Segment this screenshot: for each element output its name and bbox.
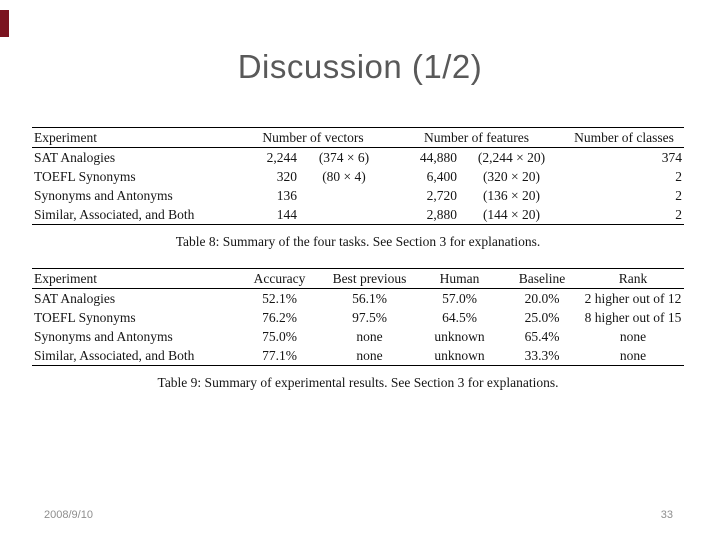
table9-header-row: Experiment Accuracy Best previous Human … bbox=[32, 268, 684, 289]
cell-vectors-detail bbox=[299, 186, 389, 205]
cell-experiment: Synonyms and Antonyms bbox=[34, 187, 173, 203]
cell-human: unknown bbox=[434, 347, 485, 363]
cell-features-detail: (2,244 × 20) bbox=[477, 149, 546, 165]
cell-vectors: 144 bbox=[276, 206, 297, 222]
cell-best-previous: 56.1% bbox=[352, 290, 387, 306]
cell-human: 57.0% bbox=[442, 290, 477, 306]
cell-vectors: 320 bbox=[276, 168, 297, 184]
table9-header-baseline: Baseline bbox=[518, 270, 566, 286]
cell-features-detail: (144 × 20) bbox=[482, 206, 541, 222]
cell-rank: 2 higher out of 12 bbox=[584, 290, 682, 306]
cell-features-detail: (136 × 20) bbox=[482, 187, 541, 203]
cell-experiment: TOEFL Synonyms bbox=[34, 309, 136, 325]
table-9: Experiment Accuracy Best previous Human … bbox=[32, 268, 684, 366]
table-row: TOEFL Synonyms 76.2% 97.5% 64.5% 25.0% 8… bbox=[32, 308, 684, 327]
cell-baseline: 20.0% bbox=[524, 290, 560, 306]
cell-rank: 8 higher out of 15 bbox=[584, 309, 682, 325]
footer-page-number: 33 bbox=[660, 509, 673, 521]
tables-region: Experiment Number of vectors Number of f… bbox=[32, 127, 684, 409]
table-row: Synonyms and Antonyms 75.0% none unknown… bbox=[32, 327, 684, 346]
cell-experiment: Synonyms and Antonyms bbox=[34, 328, 173, 344]
cell-best-previous: 97.5% bbox=[352, 309, 387, 325]
table9-header-experiment: Experiment bbox=[34, 270, 97, 286]
table9-header-accuracy: Accuracy bbox=[253, 270, 306, 286]
table8-header-classes: Number of classes bbox=[574, 129, 674, 145]
table-row: TOEFL Synonyms 320 (80 × 4) 6,400 (320 ×… bbox=[32, 167, 684, 186]
cell-experiment: SAT Analogies bbox=[34, 149, 116, 165]
cell-rank: none bbox=[619, 347, 647, 363]
cell-baseline: 65.4% bbox=[524, 328, 560, 344]
cell-vectors-detail: (80 × 4) bbox=[322, 168, 366, 184]
table-row: SAT Analogies 2,244 (374 × 6) 44,880 (2,… bbox=[32, 148, 684, 168]
cell-vectors: 2,244 bbox=[266, 149, 297, 165]
cell-rank: none bbox=[619, 328, 647, 344]
slide-title: Discussion (1/2) bbox=[237, 48, 483, 85]
table8-header-vectors: Number of vectors bbox=[262, 129, 364, 145]
cell-classes: 2 bbox=[675, 168, 682, 184]
table-row: Similar, Associated, and Both 77.1% none… bbox=[32, 346, 684, 366]
cell-human: 64.5% bbox=[442, 309, 477, 325]
cell-classes: 2 bbox=[675, 206, 682, 222]
cell-accuracy: 75.0% bbox=[262, 328, 297, 344]
cell-human: unknown bbox=[434, 328, 485, 344]
footer-date: 2008/9/10 bbox=[44, 509, 93, 521]
table8-header-features: Number of features bbox=[424, 129, 529, 145]
cell-accuracy: 77.1% bbox=[262, 347, 297, 363]
table-row: SAT Analogies 52.1% 56.1% 57.0% 20.0% 2 … bbox=[32, 289, 684, 309]
cell-features: 6,400 bbox=[426, 168, 457, 184]
table-row: Similar, Associated, and Both 144 2,880 … bbox=[32, 205, 684, 225]
cell-vectors-detail: (374 × 6) bbox=[318, 149, 370, 165]
cell-features: 44,880 bbox=[419, 149, 457, 165]
cell-accuracy: 52.1% bbox=[262, 290, 297, 306]
cell-features-detail: (320 × 20) bbox=[482, 168, 541, 184]
cell-classes: 2 bbox=[675, 187, 682, 203]
cell-classes: 374 bbox=[661, 149, 682, 165]
cell-baseline: 33.3% bbox=[524, 347, 560, 363]
cell-vectors: 136 bbox=[276, 187, 297, 203]
table-8: Experiment Number of vectors Number of f… bbox=[32, 127, 684, 225]
table-row: Synonyms and Antonyms 136 2,720 (136 × 2… bbox=[32, 186, 684, 205]
table9-header-rank: Rank bbox=[618, 270, 648, 286]
cell-accuracy: 76.2% bbox=[262, 309, 297, 325]
cell-features: 2,880 bbox=[426, 206, 457, 222]
cell-experiment: SAT Analogies bbox=[34, 290, 116, 306]
cell-experiment: TOEFL Synonyms bbox=[34, 168, 136, 184]
table8-header-experiment: Experiment bbox=[34, 129, 97, 145]
cell-features: 2,720 bbox=[426, 187, 457, 203]
table9-caption: Table 9: Summary of experimental results… bbox=[157, 375, 559, 390]
cell-baseline: 25.0% bbox=[524, 309, 560, 325]
table8-caption: Table 8: Summary of the four tasks. See … bbox=[175, 234, 541, 249]
cell-best-previous: none bbox=[356, 347, 383, 363]
cell-vectors-detail bbox=[299, 205, 389, 225]
cell-best-previous: none bbox=[356, 328, 383, 344]
table8-header-row: Experiment Number of vectors Number of f… bbox=[32, 127, 684, 148]
cell-experiment: Similar, Associated, and Both bbox=[34, 347, 195, 363]
table9-header-human: Human bbox=[439, 270, 480, 286]
table9-header-best-previous: Best previous bbox=[332, 270, 407, 286]
cell-experiment: Similar, Associated, and Both bbox=[34, 206, 195, 222]
accent-bar bbox=[0, 10, 9, 37]
